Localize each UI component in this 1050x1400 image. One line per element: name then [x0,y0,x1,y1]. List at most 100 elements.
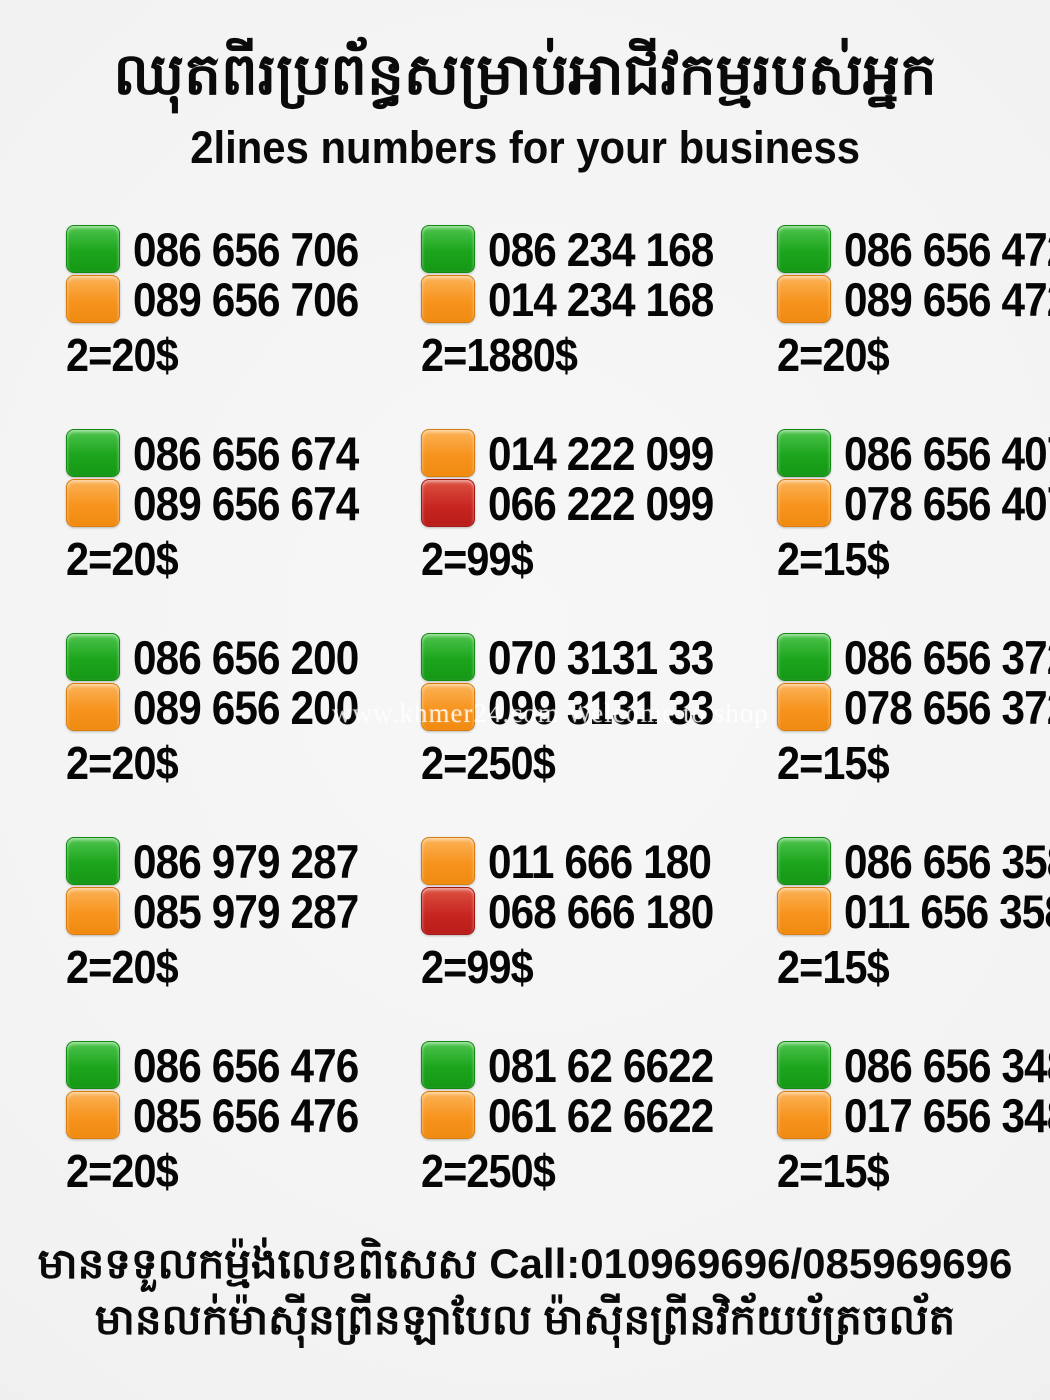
number-line-1: 086 656 358 [776,834,1050,888]
number-card: 086 656 674 089 656 674 2=20$ [66,428,383,582]
phone-number: 086 656 200 [133,630,359,684]
phone-number: 099 3131 33 [488,680,714,734]
number-line-2: 089 656 706 [66,274,383,324]
phone-number: 089 656 674 [133,476,359,530]
phone-number: 078 656 372 [843,680,1050,734]
phone-number: 014 222 099 [488,426,714,480]
price-label: 2=20$ [66,329,179,381]
orange-sim-swatch [66,1091,120,1139]
green-sim-swatch [776,837,831,885]
number-line-2: 061 62 6622 [421,1090,738,1140]
number-line-2: 017 656 348 [776,1088,1050,1142]
green-sim-swatch [776,225,831,273]
number-line-2: 085 656 476 [66,1090,383,1140]
number-line-1: 011 666 180 [421,836,738,886]
orange-sim-swatch [776,887,831,935]
number-line-2: 068 666 180 [421,886,738,936]
orange-sim-swatch [776,479,831,527]
price-label: 2=15$ [776,737,890,789]
number-card: 081 62 6622 061 62 6622 2=250$ [421,1038,738,1194]
orange-sim-swatch [776,275,831,323]
number-line-1: 086 656 200 [66,632,383,682]
price-label: 2=250$ [421,1145,556,1197]
number-line-2: 089 656 472 [776,272,1050,326]
number-line-1: 086 656 472 [776,224,1050,274]
number-line-2: 011 656 358 [776,884,1050,938]
price-label: 2=20$ [66,1145,179,1197]
number-card: 086 656 348 017 656 348 2=15$ [776,1040,1050,1194]
number-line-2: 078 656 407 [776,478,1050,528]
orange-sim-swatch [66,683,120,731]
phone-number: 061 62 6622 [488,1088,714,1142]
green-sim-swatch [421,1041,476,1089]
number-card: 086 656 407 078 656 407 2=15$ [776,428,1050,582]
phone-number: 014 234 168 [488,272,714,326]
number-line-1: 086 656 476 [66,1040,383,1090]
red-sim-swatch [421,479,476,527]
orange-sim-swatch [776,683,831,731]
orange-sim-swatch [421,429,476,477]
number-line-2: 066 222 099 [421,478,738,528]
number-card: 086 234 168 014 234 168 2=1880$ [421,224,738,378]
green-sim-swatch [776,633,831,681]
number-card: 011 666 180 068 666 180 2=99$ [421,836,738,990]
orange-sim-swatch [66,479,120,527]
footer-order-line: មានទទួលកម្ម៉ង់លេខពិសេស Call:010969696/08… [0,1236,1050,1292]
phone-number: 089 656 472 [843,272,1050,326]
green-sim-swatch [776,429,831,477]
phone-number: 070 3131 33 [488,630,714,684]
number-line-1: 086 656 674 [66,428,383,478]
numbers-grid: 086 656 706 089 656 706 2=20$ 086 234 16… [66,224,1050,1194]
page-subtitle-english: 2lines numbers for your business [0,122,1050,174]
phone-number: 081 62 6622 [488,1038,714,1092]
phone-number: 017 656 348 [843,1088,1050,1142]
price-label: 2=1880$ [421,329,578,381]
page-title-khmer: ឈុតពីរប្រព័ន្ធសម្រាប់អាជីវកម្មរបស់អ្នក [113,42,937,107]
number-card: 086 656 472 089 656 472 2=20$ [776,224,1050,378]
number-line-1: 014 222 099 [421,428,738,478]
number-line-1: 086 656 372 [776,632,1050,682]
green-sim-swatch [66,429,120,477]
number-card: 086 656 200 089 656 200 2=20$ [66,632,383,786]
green-sim-swatch [66,837,120,885]
phone-number: 011 666 180 [488,834,712,888]
number-line-1: 086 234 168 [421,224,738,274]
phone-number: 086 979 287 [133,834,359,888]
price-label: 2=20$ [66,941,179,993]
number-line-2: 099 3131 33 [421,682,738,732]
price-label: 2=20$ [66,737,179,789]
phone-number: 066 222 099 [488,476,714,530]
price-label: 2=20$ [66,533,179,585]
orange-sim-swatch [776,1091,831,1139]
price-label: 2=20$ [776,329,890,381]
number-line-1: 086 656 348 [776,1040,1050,1090]
number-line-2: 089 656 200 [66,682,383,732]
green-sim-swatch [776,1041,831,1089]
number-line-2: 089 656 674 [66,478,383,528]
number-line-2: 078 656 372 [776,680,1050,734]
number-line-1: 086 656 706 [66,224,383,274]
orange-sim-swatch [421,275,476,323]
orange-sim-swatch [421,683,476,731]
number-line-2: 085 979 287 [66,886,383,936]
number-line-1: 086 979 287 [66,836,383,886]
phone-number: 089 656 706 [133,272,359,326]
phone-number: 086 234 168 [488,222,714,276]
phone-number: 086 656 674 [133,426,359,480]
orange-sim-swatch [66,275,120,323]
phone-number: 086 656 358 [843,834,1050,888]
price-label: 2=15$ [776,1145,890,1197]
phone-number: 068 666 180 [488,884,714,938]
green-sim-swatch [66,225,120,273]
number-line-1: 086 656 407 [776,428,1050,478]
price-label: 2=250$ [421,737,556,789]
green-sim-swatch [421,225,476,273]
number-card: 086 656 358 011 656 358 2=15$ [776,834,1050,990]
subtitle-text: 2lines numbers for your business [190,122,860,173]
number-line-2: 014 234 168 [421,274,738,324]
phone-number: 085 656 476 [133,1088,359,1142]
phone-number: 011 656 358 [843,884,1050,938]
price-label: 2=99$ [421,941,534,993]
footer-printer-line: មានលក់ម៉ាស៊ីនព្រីនឡាបែល ម៉ាស៊ីនព្រីនវិក័… [94,1296,956,1343]
